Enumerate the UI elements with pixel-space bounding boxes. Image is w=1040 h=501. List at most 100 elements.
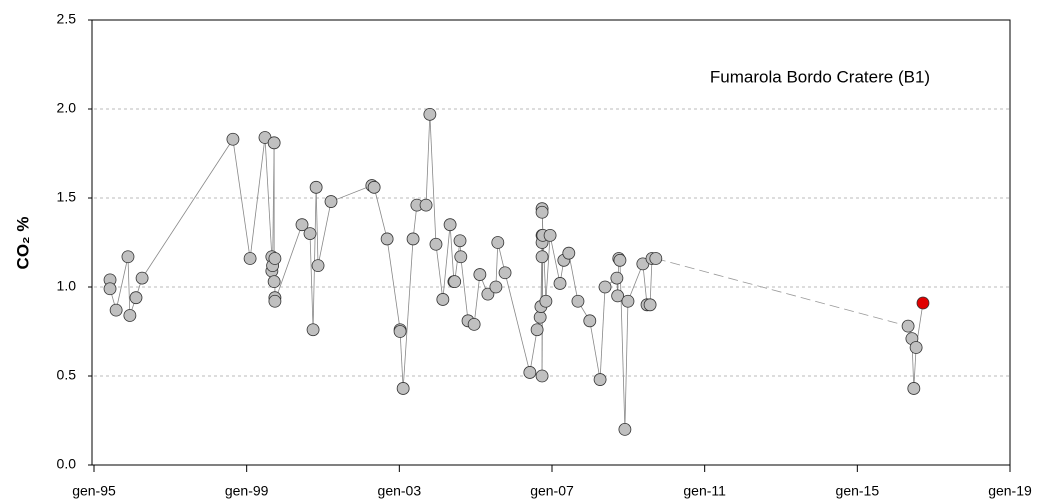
data-point xyxy=(649,252,663,265)
data-point xyxy=(473,268,487,281)
data-point xyxy=(491,236,505,249)
connector xyxy=(442,224,451,300)
data-point xyxy=(436,293,450,306)
data-point xyxy=(324,195,338,208)
connector xyxy=(429,114,437,245)
data-point xyxy=(621,294,635,308)
data-point xyxy=(489,280,503,294)
data-point xyxy=(406,232,420,246)
connector xyxy=(449,224,455,282)
connector xyxy=(568,253,579,302)
data-point xyxy=(571,294,585,308)
data-point xyxy=(429,237,443,251)
data-point xyxy=(443,218,457,232)
data-point xyxy=(916,296,930,310)
data-point xyxy=(419,198,433,212)
x-tick-label: gen-11 xyxy=(683,483,726,499)
data-point xyxy=(103,282,117,296)
plot-frame xyxy=(91,19,1011,466)
data-point xyxy=(618,422,632,436)
data-point xyxy=(613,253,627,267)
connector xyxy=(249,137,266,259)
annotation: Fumarola Bordo Cratere (B1) xyxy=(710,67,930,86)
data-point xyxy=(539,294,553,308)
connector xyxy=(373,187,388,240)
y-tick-label: 2.0 xyxy=(57,100,77,116)
connector xyxy=(274,224,303,302)
data-point xyxy=(453,234,467,248)
connector xyxy=(545,235,551,302)
connector xyxy=(402,238,414,389)
data-point xyxy=(643,298,657,312)
data-point xyxy=(226,132,240,146)
data-point xyxy=(610,271,624,285)
data-point xyxy=(448,275,462,289)
data-point xyxy=(367,180,381,194)
data-point xyxy=(423,107,437,121)
connector xyxy=(435,244,444,300)
data-point xyxy=(535,205,549,219)
data-point xyxy=(611,289,625,303)
connector xyxy=(115,256,129,311)
connector xyxy=(473,274,481,325)
x-tick-label: gen-03 xyxy=(378,483,422,499)
connector xyxy=(425,114,431,206)
data-point xyxy=(295,218,309,232)
x-tick-label: gen-19 xyxy=(988,483,1032,499)
x-tick-label: gen-07 xyxy=(530,483,574,499)
y-axis-label: CO₂ % xyxy=(13,217,32,270)
data-point xyxy=(303,227,317,241)
data-point xyxy=(267,275,281,289)
connector xyxy=(309,233,314,330)
data-point xyxy=(562,246,576,260)
connector xyxy=(624,301,629,430)
connector xyxy=(386,238,401,330)
connector xyxy=(312,187,317,330)
data-point xyxy=(901,319,915,333)
connector xyxy=(627,263,644,302)
connector xyxy=(495,242,499,288)
connector xyxy=(127,256,131,316)
x-tick-label: gen-95 xyxy=(72,483,116,499)
connector xyxy=(399,331,404,389)
connector xyxy=(599,286,606,380)
connector xyxy=(232,139,251,259)
data-point xyxy=(909,341,923,354)
data-point xyxy=(535,369,549,383)
data-point xyxy=(268,294,282,308)
data-point xyxy=(380,232,394,246)
x-tick-label: gen-15 xyxy=(836,483,880,499)
data-point xyxy=(309,180,323,194)
connector xyxy=(529,329,538,373)
data-point xyxy=(306,323,320,337)
data-point xyxy=(135,271,149,285)
data-point xyxy=(553,277,567,290)
data-point xyxy=(396,382,410,395)
connector xyxy=(619,260,626,430)
data-point xyxy=(583,314,597,328)
y-tick-label: 0.5 xyxy=(57,367,77,383)
data-point xyxy=(121,250,135,264)
connector xyxy=(317,201,332,266)
y-tick-label: 1.0 xyxy=(57,278,77,294)
data-point xyxy=(593,373,607,386)
data-point xyxy=(498,266,512,280)
data-point xyxy=(598,280,612,294)
connector xyxy=(330,185,372,202)
connector xyxy=(913,347,917,389)
data-point xyxy=(267,136,281,150)
data-point xyxy=(543,228,557,242)
connector xyxy=(264,137,273,257)
data-point xyxy=(268,252,282,265)
y-tick-label: 0.0 xyxy=(57,456,77,472)
data-point xyxy=(454,250,468,264)
data-point xyxy=(109,303,123,317)
data-point xyxy=(393,325,407,338)
gap-connector xyxy=(655,258,909,327)
connector xyxy=(642,263,648,305)
data-point xyxy=(311,259,325,273)
y-tick-label: 1.5 xyxy=(57,189,77,205)
y-tick-label: 2.5 xyxy=(57,11,77,27)
